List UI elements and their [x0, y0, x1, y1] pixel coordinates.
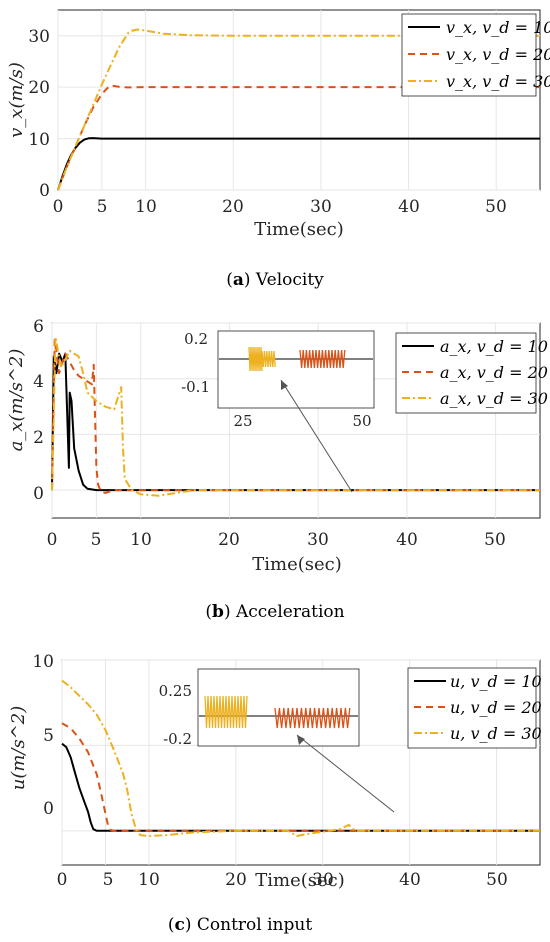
- panel-c-legend-label-2: u, v_d = 20: [450, 698, 542, 717]
- panel-b-inset: 0.2 -0.1 25 50: [181, 330, 375, 493]
- panel-c-ytick-0: 0: [43, 799, 54, 819]
- panel-b-ytick-0: 0: [33, 484, 44, 504]
- panel-a-xtick-50: 50: [485, 197, 507, 217]
- panel-b-inset-xtick-50: 50: [352, 412, 371, 430]
- panel-b-caption-letter: b: [212, 602, 224, 622]
- panel-a-caption: (a) Velocity: [226, 270, 324, 290]
- panel-b-legend-label-2: a_x, v_d = 20: [440, 363, 548, 382]
- inset-b-yellow-oscillation: [248, 346, 263, 372]
- panel-b-xtick-20: 20: [218, 530, 240, 550]
- panel-c-legend-label-3: u, v_d = 30: [450, 724, 542, 743]
- panel-c-ticks: 0 5 10 0 5 10 20 30 40 50: [32, 652, 507, 890]
- panel-c-legend-label-1: u, v_d = 10: [450, 672, 542, 691]
- panel-a-xtick-10: 10: [135, 197, 157, 217]
- panel-a-xtick-5: 5: [97, 197, 108, 217]
- panel-c-inset-arrow: [296, 734, 395, 813]
- panel-c-legend: u, v_d = 10 u, v_d = 20 u, v_d = 30: [407, 667, 542, 749]
- panel-b-inset-frame: [217, 330, 375, 409]
- inset-c-orange-oscillation: [274, 707, 351, 729]
- panel-c-inset-oscillations: [204, 695, 351, 729]
- panel-c-inset: 0.25 -0.2: [159, 668, 395, 813]
- panel-b-series: [51, 335, 540, 497]
- inset-b-yellow-oscillation-tail: [261, 350, 276, 368]
- panel-b-inset-oscillations: [248, 346, 346, 372]
- panel-a-xtick-30: 30: [310, 197, 332, 217]
- panel-b-inset-arrowhead: [281, 380, 288, 390]
- panel-a-ytick-10: 10: [28, 130, 50, 150]
- panel-b-inset-ytick-bottom: -0.1: [181, 378, 210, 396]
- panel-c-y-axis-label: u(m/s^2): [8, 706, 29, 791]
- panel-a-legend: v_x, v_d = 10 v_x, v_d = 20 v_x, v_d = 3…: [401, 13, 550, 97]
- panel-b-ytick-6: 6: [33, 317, 44, 337]
- panel-a-legend-label-1: v_x, v_d = 10: [446, 18, 550, 37]
- panel-b-ytick-2: 2: [33, 428, 44, 448]
- panel-a-ticks: 0 10 20 30 0 5 10 20 30 40 50: [28, 27, 506, 217]
- series-line-1: [61, 742, 540, 832]
- panel-a-caption-text: Velocity: [255, 270, 324, 290]
- panel-a-ytick-30: 30: [28, 27, 50, 47]
- panel-c-xtick-10: 10: [138, 870, 160, 890]
- panel-a-caption-letter: a: [233, 270, 244, 290]
- panel-c-ytick-5: 5: [43, 726, 54, 746]
- panel-c-inset-ytick-bottom: -0.2: [163, 730, 192, 748]
- panel-c-series: [61, 679, 540, 837]
- panel-a-legend-label-3: v_x, v_d = 30: [446, 72, 550, 91]
- panel-b-x-axis-label: Time(sec): [252, 554, 342, 575]
- panel-a-ytick-0: 0: [39, 181, 50, 201]
- panel-c-x-axis-label: Time(sec): [255, 870, 345, 891]
- panel-a-velocity-chart: 0 10 20 30 0 5 10 20 30 40 50 Time(sec) …: [6, 9, 550, 290]
- panel-b-caption: (b) Acceleration: [205, 602, 344, 622]
- panel-b-inset-xtick-25: 25: [233, 412, 252, 430]
- inset-c-yellow-oscillation: [204, 695, 248, 729]
- panel-a-xtick-20: 20: [222, 197, 244, 217]
- panel-b-xtick-5: 5: [91, 530, 102, 550]
- panel-b-legend-label-1: a_x, v_d = 10: [440, 337, 548, 356]
- panel-b-y-axis-label: a_x(m/s^2): [6, 349, 27, 452]
- series-line-3: [61, 679, 540, 837]
- panel-b-inset-arrow: [280, 379, 353, 493]
- panel-b-ytick-4: 4: [33, 372, 44, 392]
- panel-c-caption-text: Control input: [197, 915, 312, 935]
- panel-a-xtick-0: 0: [53, 197, 64, 217]
- panel-b-xtick-10: 10: [130, 530, 152, 550]
- panel-c-inset-arrowhead: [297, 735, 305, 745]
- panel-a-y-axis-label: v_x(m/s): [6, 62, 27, 138]
- panel-c-xtick-5: 5: [103, 870, 114, 890]
- panel-c-xtick-40: 40: [399, 870, 421, 890]
- panel-a-x-axis-label: Time(sec): [254, 219, 344, 240]
- series-line-2: [57, 84, 540, 191]
- panel-b-inset-ytick-top: 0.2: [184, 330, 208, 348]
- panel-b-xtick-40: 40: [396, 530, 418, 550]
- series-line-3: [51, 335, 540, 497]
- panel-a-xtick-40: 40: [398, 197, 420, 217]
- panel-b-caption-text: Acceleration: [235, 602, 345, 622]
- panel-b-xtick-30: 30: [307, 530, 329, 550]
- panel-c-xtick-30: 30: [312, 870, 334, 890]
- panel-c-ytick-10: 10: [32, 652, 54, 672]
- panel-c-inset-ytick-top: 0.25: [159, 682, 192, 700]
- panel-a-legend-label-2: v_x, v_d = 20: [446, 45, 550, 64]
- panel-c-caption: (c) Control input: [168, 915, 312, 935]
- inset-b-orange-oscillation: [299, 349, 346, 369]
- panel-c-xtick-20: 20: [225, 870, 247, 890]
- panel-c-control-input-chart: 0 5 10 0 5 10 20 30 40 50 Time(sec) u(m/…: [8, 652, 542, 935]
- series-line-2: [51, 338, 540, 494]
- panel-b-xtick-0: 0: [47, 530, 58, 550]
- panel-b-ticks: 0 2 4 6 0 5 10 20 30 40 50: [33, 317, 506, 550]
- panel-b-xtick-50: 50: [484, 530, 506, 550]
- panel-c-xtick-50: 50: [486, 870, 508, 890]
- series-line-3: [57, 28, 540, 191]
- panel-b-legend-label-3: a_x, v_d = 30: [440, 389, 548, 408]
- panel-b-legend: a_x, v_d = 10 a_x, v_d = 20 a_x, v_d = 3…: [395, 332, 548, 414]
- panel-c-xtick-0: 0: [57, 870, 68, 890]
- series-line-2: [61, 722, 540, 832]
- panel-c-caption-letter: c: [174, 915, 184, 935]
- panel-a-series: [57, 28, 540, 191]
- panel-b-acceleration-chart: 0 2 4 6 0 5 10 20 30 40 50 Time(sec) a_x…: [6, 317, 548, 622]
- panel-a-ytick-20: 20: [28, 78, 50, 98]
